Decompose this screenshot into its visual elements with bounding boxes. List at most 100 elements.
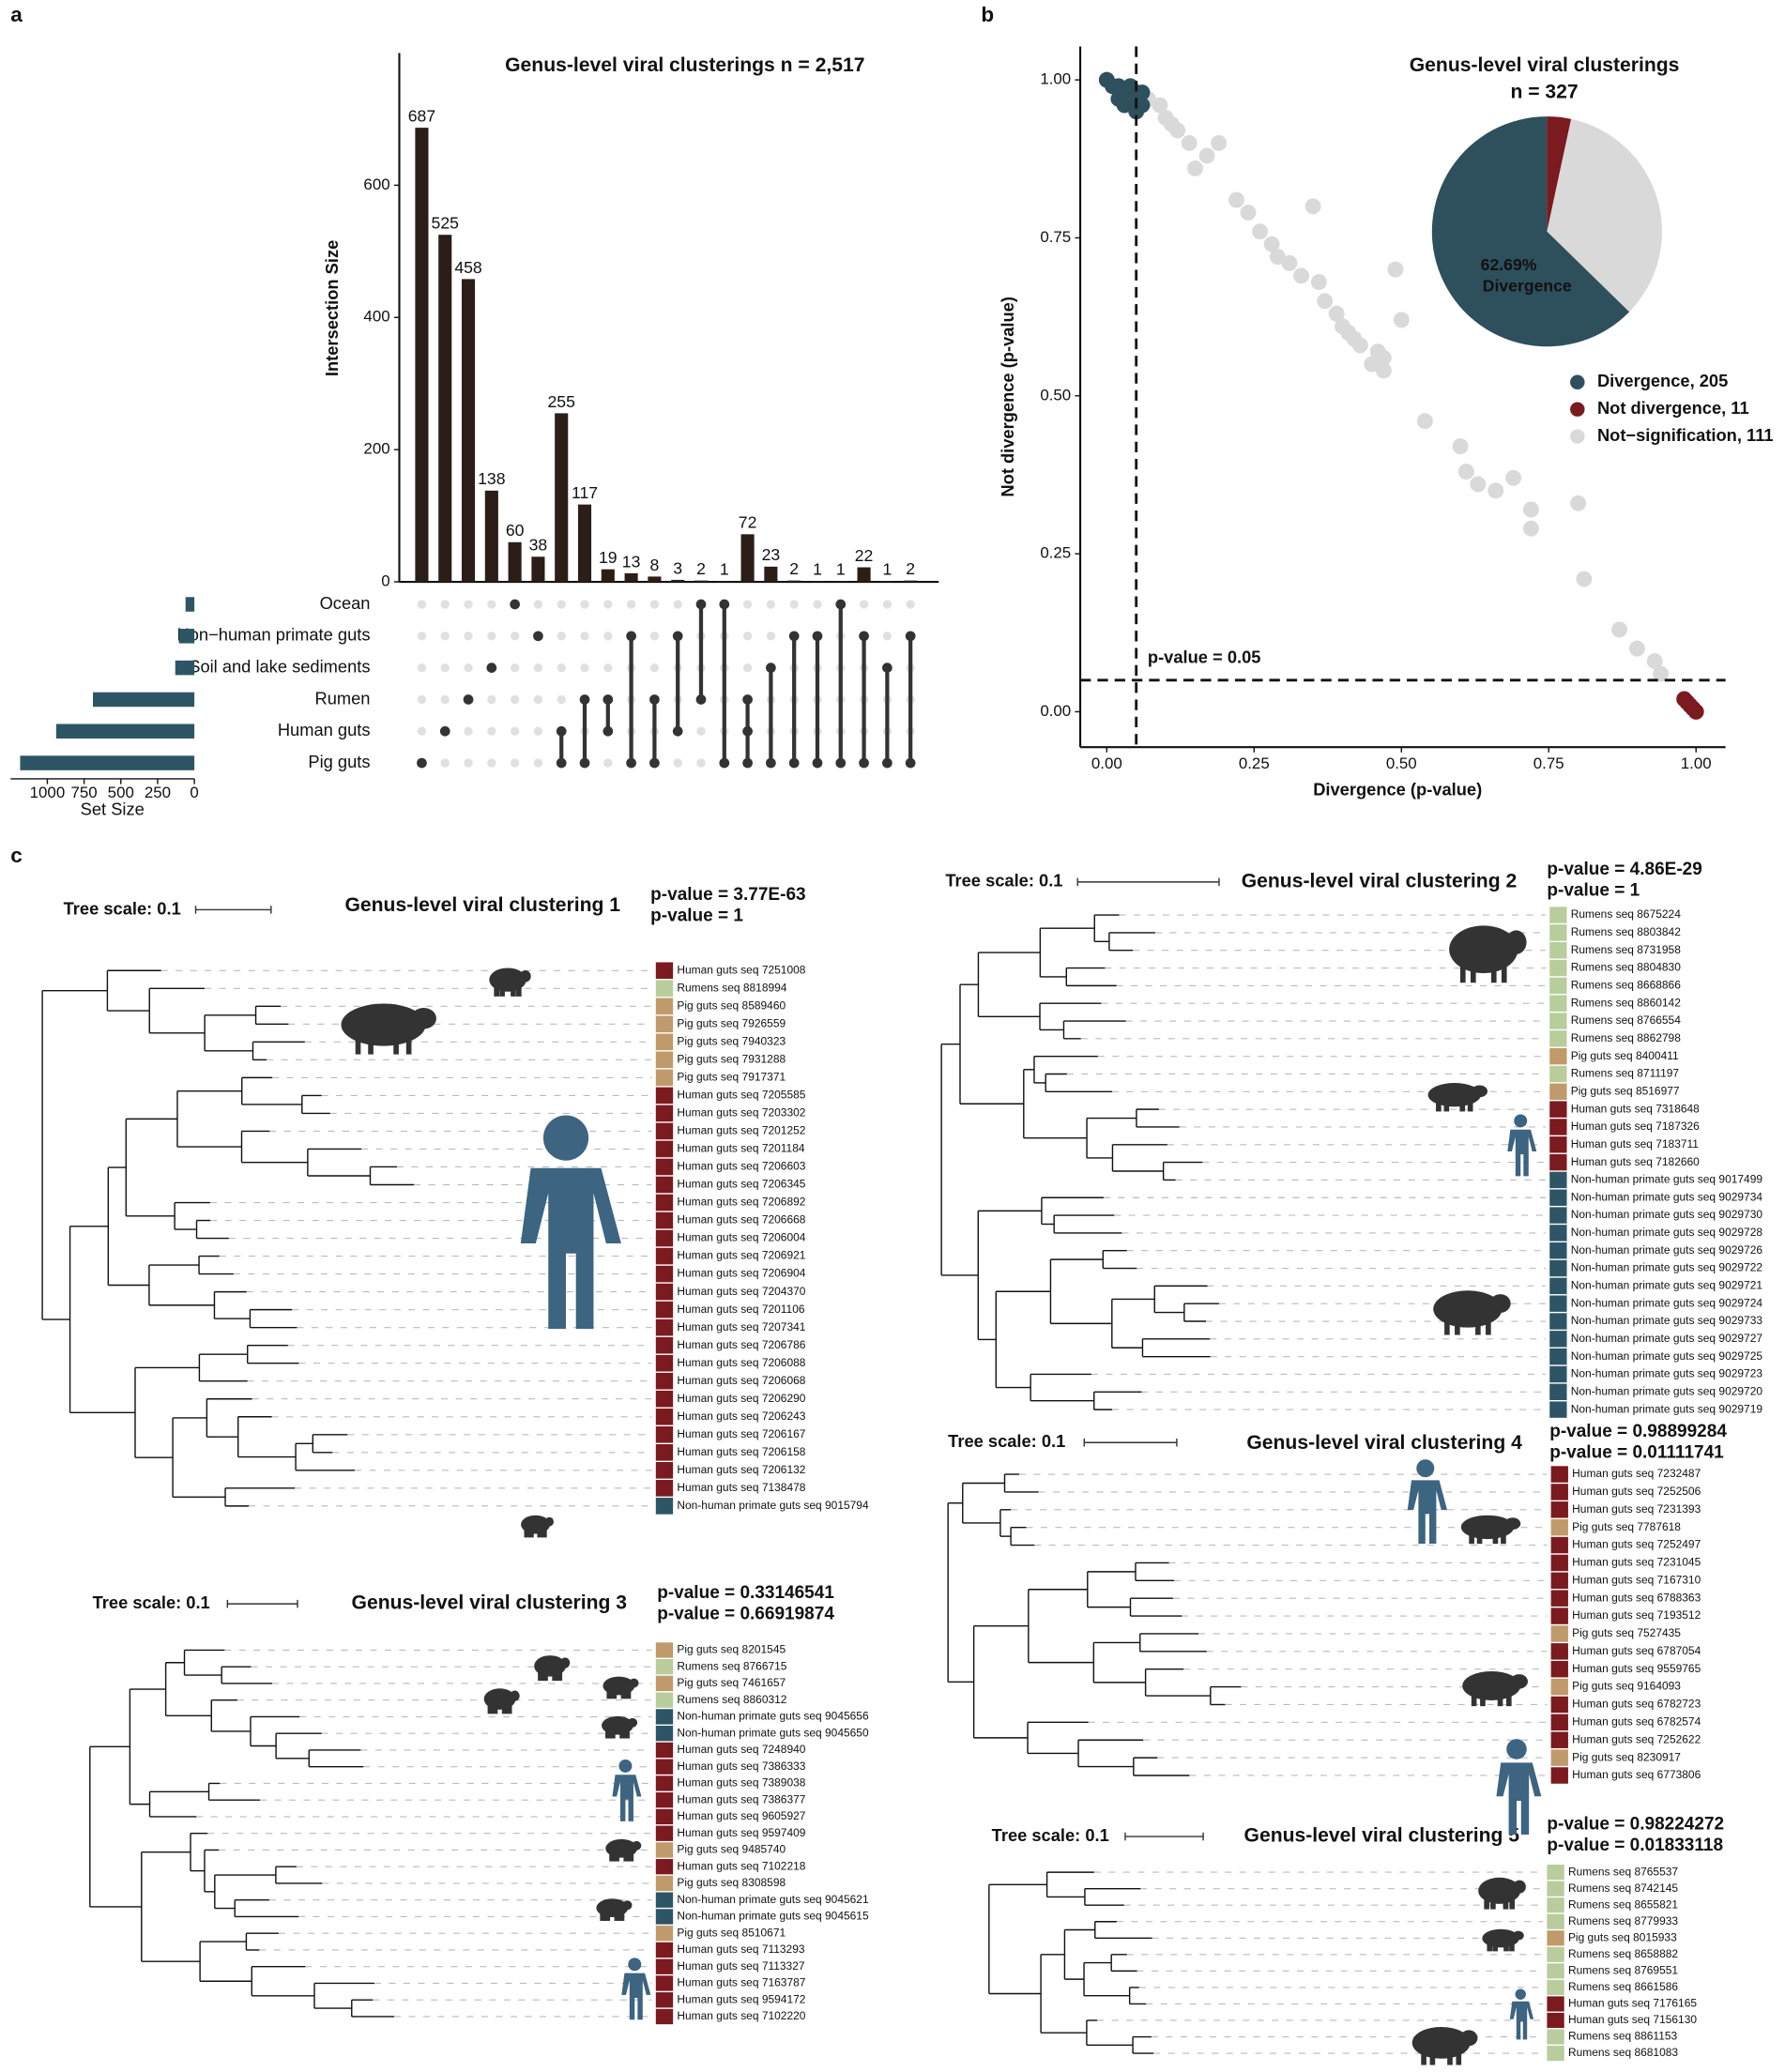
matrix-dot-empty (742, 600, 753, 609)
y-tick-label: 1.00 (1040, 70, 1071, 88)
icon-animal (1492, 1532, 1499, 1545)
icon-animal (1476, 1532, 1483, 1545)
point (1653, 665, 1669, 682)
tree-scale-label: Tree scale: 0.1 (945, 871, 1062, 891)
point (1488, 482, 1504, 499)
matrix-dot-empty (557, 632, 566, 641)
leaf-swatch (655, 1975, 674, 1991)
leaf-swatch (655, 1140, 674, 1158)
leaf-label: Pig guts seq 8201545 (677, 1643, 786, 1656)
leaf-swatch (1549, 1065, 1567, 1083)
leaf-swatch (655, 1726, 674, 1742)
set-label: Human guts (278, 720, 371, 739)
y-axis-label: Intersection Size (322, 240, 342, 376)
icon-animal (519, 969, 531, 983)
leaf-swatch (1547, 1946, 1564, 1962)
matrix-dot (766, 757, 776, 769)
leaf-swatch (1549, 1225, 1567, 1242)
leaf-swatch (655, 1069, 674, 1087)
leaf-swatch (1547, 2012, 1564, 2029)
icon-animal (537, 1529, 543, 1538)
leaf-label: Human guts seq 7138478 (677, 1481, 805, 1494)
matrix-dot (788, 631, 800, 642)
matrix-dot (672, 631, 683, 642)
matrix-dot-empty (580, 600, 589, 609)
leaf-label: Human guts seq 7176165 (1568, 1997, 1697, 2010)
leaf-label: Rumens seq 8668866 (1571, 979, 1681, 992)
leaf-label: Rumens seq 8731958 (1571, 943, 1681, 956)
y-tick-label: 0 (381, 572, 389, 590)
matrix-dot-empty (696, 758, 706, 768)
matrix-dot-empty (533, 758, 543, 768)
icon-animal (511, 985, 516, 997)
point (1181, 135, 1198, 151)
leaf-label: Human guts seq 7206068 (677, 1374, 805, 1387)
bar (671, 579, 685, 583)
leaf-swatch (655, 1372, 674, 1390)
point (1457, 464, 1474, 480)
leaf-label: Human guts seq 6782723 (1572, 1698, 1701, 1711)
leaf-swatch (655, 1742, 674, 1759)
bar (531, 556, 545, 583)
value-label: 72 (739, 513, 757, 532)
leaf-swatch (1549, 1171, 1567, 1189)
matrix-dot-empty (859, 600, 869, 609)
icon-animal (410, 1007, 436, 1029)
leaf-label: Rumens seq 8860142 (1571, 996, 1681, 1009)
matrix-dot (510, 599, 520, 610)
leaf-swatch (1547, 1881, 1564, 1897)
icon-animal (1506, 1693, 1512, 1707)
leaf-label: Human guts seq 7201252 (677, 1124, 805, 1137)
leaf-label: Human guts seq 7102220 (677, 2009, 805, 2022)
matrix-dot (882, 757, 892, 769)
set-bar (178, 629, 195, 644)
leaf-label: Non-human primate guts seq 9029722 (1571, 1261, 1763, 1274)
icon-animal (506, 1704, 512, 1714)
bar (438, 235, 452, 583)
leaf-label: Human guts seq 6788363 (1572, 1591, 1701, 1604)
matrix-dot-empty (533, 694, 543, 705)
point (1687, 703, 1704, 720)
leaf-label: Pig guts seq 7926559 (677, 1016, 786, 1029)
pie-value-label: 62.69% (1481, 255, 1537, 274)
matrix-dot-empty (440, 632, 450, 641)
matrix-dot-empty (742, 632, 753, 641)
leaf-swatch (1549, 1313, 1567, 1330)
point (1576, 571, 1593, 587)
leaf-swatch (655, 1318, 674, 1336)
leaf-label: Human guts seq 7248940 (677, 1743, 805, 1756)
matrix-dot (788, 757, 800, 769)
icon-animal (604, 1729, 611, 1739)
leaf-label: Non-human primate guts seq 9029728 (1571, 1226, 1763, 1239)
icon-animal (544, 1516, 554, 1527)
leaf-swatch (1549, 1295, 1567, 1312)
icon-animal (1421, 2050, 1426, 2065)
p-value: p-value = 0.66919874 (657, 1604, 834, 1623)
matrix-dot (742, 757, 753, 769)
matrix-dot (835, 757, 847, 769)
matrix-dot (603, 694, 614, 705)
leaf-swatch (1550, 1696, 1568, 1714)
point (1646, 653, 1663, 670)
value-label: 60 (506, 521, 525, 540)
icon-animal (1490, 1897, 1496, 1910)
leaf-label: Human guts seq 7206088 (677, 1356, 805, 1369)
leaf-label: Rumens seq 8675224 (1571, 907, 1681, 921)
leaf-label: Non-human primate guts seq 9029725 (1571, 1349, 1763, 1363)
matrix-dot-empty (649, 663, 660, 673)
leaf-label: Human guts seq 7206158 (677, 1445, 805, 1458)
matrix-dot-empty (487, 758, 496, 768)
value-label: 13 (622, 552, 641, 571)
leaf-label: Human guts seq 6782574 (1572, 1715, 1701, 1729)
icon-animal (1509, 1897, 1516, 1910)
set-bar (93, 692, 195, 708)
leaf-swatch (1549, 959, 1567, 977)
leaf-swatch (1549, 1331, 1567, 1348)
matrix-dot-empty (649, 600, 660, 609)
leaf-label: Rumens seq 8711197 (1571, 1067, 1680, 1080)
icon-animal (1472, 1085, 1488, 1098)
tree-title: Genus-level viral clustering 5 (1244, 1825, 1520, 1847)
leaf-label: Rumens seq 8655821 (1568, 1897, 1678, 1911)
matrix-dot (626, 757, 636, 769)
matrix-dot (603, 725, 614, 737)
